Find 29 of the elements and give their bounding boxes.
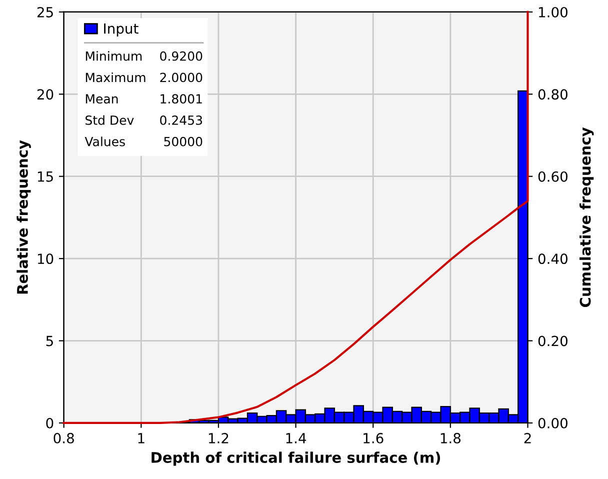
y2-axis-title: Cumulative frequency bbox=[580, 127, 594, 308]
y-tick-label: 5 bbox=[46, 336, 53, 346]
y2-tick-label: 0.20 bbox=[538, 336, 568, 346]
x-tick-label: 1.6 bbox=[364, 432, 384, 444]
y2-tick-label: 0.00 bbox=[538, 418, 568, 428]
line-series bbox=[62, 10, 529, 424]
text: Values 50000 bbox=[84, 136, 202, 146]
y-tick-label: 10 bbox=[38, 254, 54, 264]
y-tick-label: 25 bbox=[37, 6, 53, 18]
y-tick-label: 20 bbox=[37, 89, 54, 100]
text: Std Dev 0.2453 bbox=[86, 115, 202, 125]
y-axis-title: Relative frequency bbox=[16, 140, 31, 294]
legend-label: Input bbox=[104, 23, 138, 36]
x-tick-label: 1.2 bbox=[208, 432, 228, 444]
y2-tick-label: 0.60 bbox=[538, 171, 568, 182]
annotation: Maximum 2.0000 bbox=[86, 72, 202, 82]
x-tick-label: 1.4 bbox=[286, 433, 306, 444]
y2-tick-label: 0.80 bbox=[538, 89, 568, 100]
y2-tick-label: 1.00 bbox=[538, 6, 568, 18]
text: Mean 1.8001 bbox=[86, 94, 202, 104]
y-tick-label: 0 bbox=[46, 418, 54, 428]
y2-tick-label: 0.40 bbox=[538, 254, 568, 264]
y-tick-label: 15 bbox=[38, 172, 53, 182]
x-tick-label: 1.8 bbox=[440, 432, 461, 444]
text: Minimum 0.9200 bbox=[86, 51, 202, 61]
x-tick-label: 0.8 bbox=[54, 432, 74, 444]
x-tick-label: 1 bbox=[138, 433, 144, 444]
x-tick-label: 2 bbox=[524, 432, 531, 444]
x-axis-title: Depth of critical failure surface (m) bbox=[152, 452, 440, 466]
